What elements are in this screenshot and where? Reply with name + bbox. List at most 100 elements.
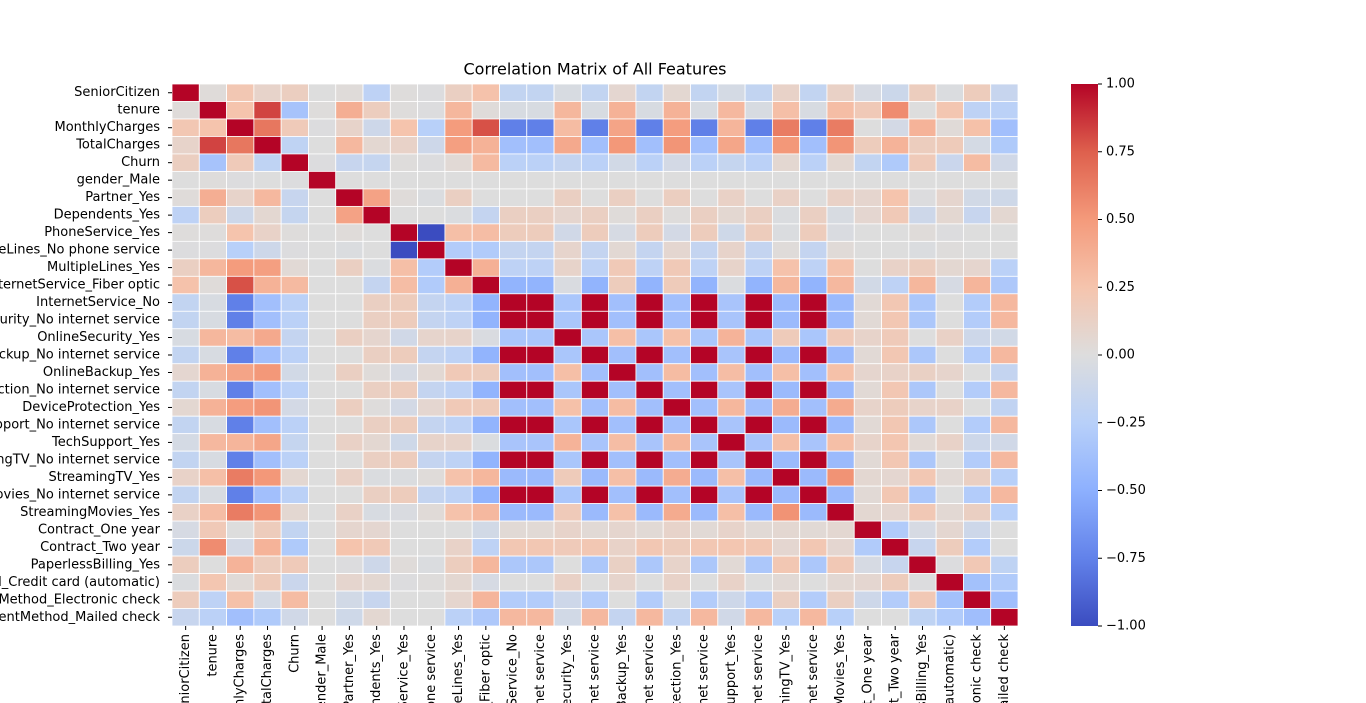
heatmap-cell: [908, 118, 937, 137]
heatmap-cell: [471, 398, 500, 417]
heatmap-cell: [935, 83, 964, 102]
heatmap-cell: [662, 520, 691, 539]
heatmap-cell: [580, 433, 610, 452]
heatmap-cell: [690, 310, 719, 330]
heatmap-cell: [881, 293, 910, 312]
heatmap-cell: [826, 205, 855, 225]
heatmap-cell: [935, 573, 964, 592]
heatmap-cell: [253, 573, 282, 592]
y-tick-label: gender_Male: [77, 173, 160, 188]
y-tick-label: TechSupport_Yes: [51, 435, 160, 450]
heatmap-cell: [417, 433, 446, 452]
heatmap-cell: [608, 293, 637, 312]
heatmap-cell: [526, 171, 555, 190]
x-tick-label: PaperlessBilling_Yes: [915, 634, 930, 703]
heatmap-cell: [799, 573, 828, 592]
heatmap-cell: [253, 468, 282, 487]
heatmap-cell: [280, 240, 309, 260]
heatmap-cell: [908, 153, 937, 172]
heatmap-cell: [526, 188, 555, 207]
heatmap-cell: [908, 520, 937, 539]
heatmap-cell: [526, 293, 555, 312]
heatmap-cell: [771, 136, 801, 155]
heatmap-cell: [526, 380, 555, 400]
heatmap-cell: [171, 240, 200, 260]
heatmap-cell: [717, 205, 746, 225]
heatmap-cell: [526, 345, 555, 365]
heatmap-cell: [580, 503, 610, 522]
heatmap-cell: [471, 538, 500, 557]
x-tick-label: MultipleLines_No phone service: [424, 634, 439, 703]
heatmap-cell: [908, 188, 937, 207]
heatmap-cell: [771, 310, 801, 330]
heatmap-cell: [690, 345, 719, 365]
x-tick-label: StreamingTV_Yes: [779, 634, 794, 703]
heatmap-cell: [690, 293, 719, 312]
heatmap-cell: [362, 415, 391, 435]
heatmap-cell: [935, 118, 964, 137]
heatmap-cell: [717, 275, 746, 295]
heatmap-cell: [662, 136, 691, 155]
heatmap-cell: [198, 153, 227, 172]
heatmap-cell: [635, 345, 664, 365]
colorbar-tick-label: −0.75: [1106, 551, 1146, 566]
heatmap-cell: [608, 433, 637, 452]
heatmap-cell: [580, 101, 610, 120]
heatmap-cell: [826, 608, 855, 627]
x-tick-label: TechSupport_Yes: [724, 634, 739, 703]
heatmap-cell: [553, 468, 582, 487]
heatmap-cell: [990, 188, 1019, 207]
heatmap-cell: [471, 83, 500, 102]
heatmap-cell: [935, 171, 964, 190]
heatmap-cell: [499, 171, 528, 190]
heatmap-cell: [771, 275, 801, 295]
colorbar-tick-label: 0.25: [1106, 280, 1135, 295]
heatmap-cell: [908, 573, 937, 592]
heatmap-cell: [362, 468, 391, 487]
y-tick-label: DeviceProtection_Yes: [22, 400, 160, 415]
heatmap-cell: [580, 398, 610, 417]
heatmap-cell: [635, 293, 664, 312]
heatmap-cell: [990, 275, 1019, 295]
heatmap-cell: [280, 205, 309, 225]
heatmap-cell: [253, 83, 282, 102]
heatmap-cell: [853, 293, 882, 312]
heatmap-cell: [308, 240, 337, 260]
heatmap-cell: [990, 520, 1019, 539]
heatmap-cell: [744, 136, 773, 155]
heatmap-cell: [335, 520, 364, 539]
y-tick-label: MultipleLines_Yes: [47, 260, 160, 275]
heatmap-cell: [826, 573, 855, 592]
heatmap-cell: [308, 538, 337, 557]
heatmap-cell: [990, 590, 1019, 609]
heatmap-cell: [308, 433, 337, 452]
heatmap-cell: [444, 136, 473, 155]
heatmap-cell: [499, 223, 528, 242]
heatmap-cell: [799, 345, 828, 365]
heatmap-cell: [580, 328, 610, 347]
heatmap-cell: [171, 275, 200, 295]
heatmap-cell: [308, 293, 337, 312]
x-tick-label: OnlineBackup_Yes: [615, 634, 630, 703]
heatmap-cell: [853, 450, 882, 470]
x-tick-label: TotalCharges: [260, 634, 275, 703]
heatmap-cell: [799, 293, 828, 312]
heatmap-cell: [226, 433, 255, 452]
heatmap-cell: [717, 380, 746, 400]
heatmap-cell: [526, 503, 555, 522]
heatmap-cell: [717, 101, 746, 120]
heatmap-cell: [335, 555, 364, 574]
heatmap-cell: [853, 328, 882, 347]
heatmap-cell: [389, 503, 419, 522]
heatmap-cell: [280, 433, 309, 452]
heatmap-cell: [580, 136, 610, 155]
heatmap-cell: [771, 590, 801, 609]
heatmap-cell: [335, 380, 364, 400]
heatmap-cell: [417, 83, 446, 102]
heatmap-cell: [444, 275, 473, 295]
heatmap-cell: [717, 136, 746, 155]
heatmap-cell: [963, 538, 992, 557]
heatmap-cell: [826, 101, 855, 120]
heatmap-cell: [717, 555, 746, 574]
heatmap-cell: [417, 205, 446, 225]
